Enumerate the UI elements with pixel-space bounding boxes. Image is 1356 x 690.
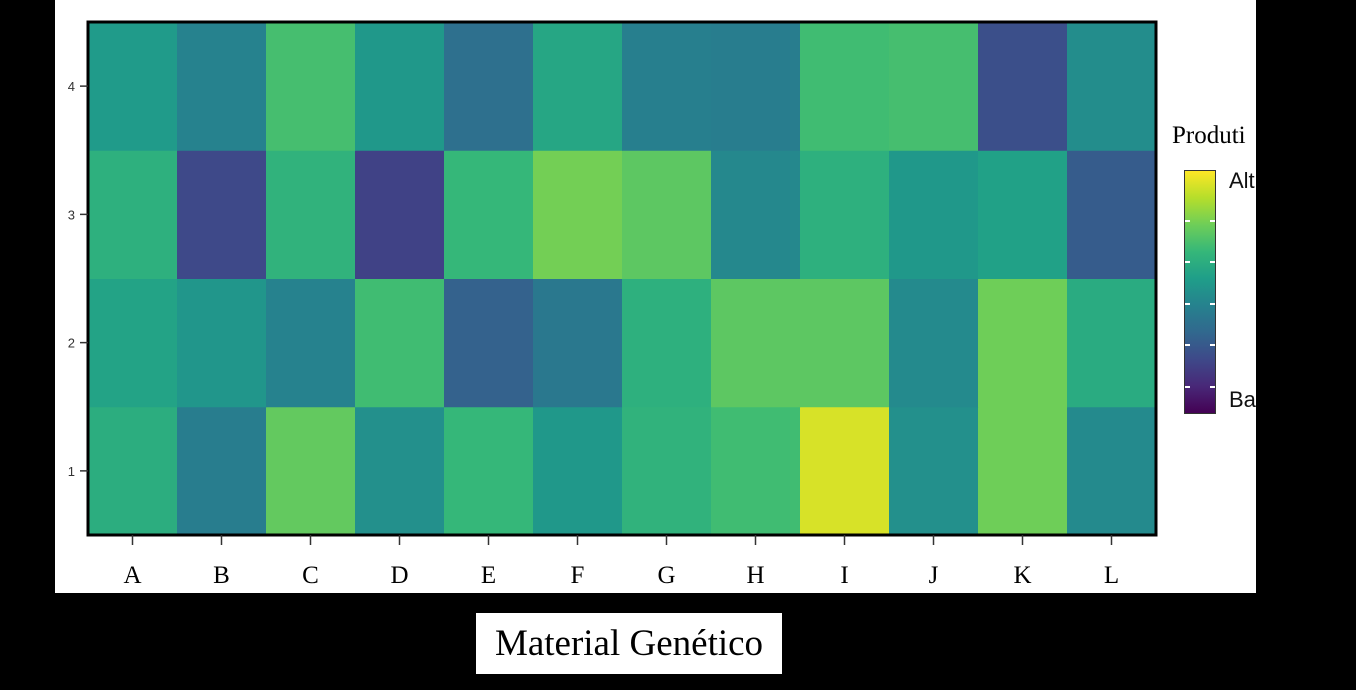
heatmap-cell bbox=[266, 150, 356, 279]
heatmap-cell bbox=[177, 150, 267, 279]
x-tick-label: E bbox=[481, 562, 496, 589]
heatmap-cell bbox=[978, 406, 1068, 536]
heatmap-cell bbox=[978, 278, 1068, 408]
colorbar-tick bbox=[1185, 344, 1190, 347]
x-tick-label: G bbox=[657, 562, 675, 589]
y-tick-label: 2 bbox=[68, 336, 75, 351]
y-tick-label: 1 bbox=[68, 464, 75, 479]
colorbar-tick bbox=[1185, 219, 1190, 222]
heatmap-cell bbox=[889, 150, 979, 279]
x-tick-label: D bbox=[390, 562, 408, 589]
heatmap-cell bbox=[711, 406, 801, 536]
x-tick-label: H bbox=[746, 562, 764, 589]
heatmap-cell bbox=[622, 22, 712, 151]
heatmap-cell bbox=[444, 22, 534, 151]
heatmap-cell bbox=[1067, 278, 1157, 408]
heatmap-cell bbox=[177, 406, 267, 536]
heatmap-cell bbox=[355, 150, 445, 279]
legend-low-label: Ba bbox=[1229, 387, 1256, 412]
heatmap-cell bbox=[88, 278, 178, 408]
colorbar-tick bbox=[1210, 302, 1215, 305]
heatmap-cell bbox=[444, 150, 534, 279]
colorbar-tick bbox=[1210, 344, 1215, 347]
heatmap-cell bbox=[622, 278, 712, 408]
legend-crop-edge bbox=[1256, 100, 1356, 440]
heatmap-cell bbox=[88, 406, 178, 536]
heatmap-cell bbox=[889, 406, 979, 536]
heatmap-cell bbox=[266, 278, 356, 408]
legend-title: Produti bbox=[1172, 122, 1246, 149]
heatmap-cell bbox=[177, 22, 267, 151]
legend-colorbar bbox=[1184, 170, 1216, 414]
heatmap-cell bbox=[533, 150, 623, 279]
heatmap-cell bbox=[622, 150, 712, 279]
heatmap: 1 2 3 4 A B C D E F G H I J K L bbox=[68, 20, 1158, 589]
figure-crop-shadow bbox=[55, 593, 102, 597]
heatmap-cell bbox=[355, 22, 445, 151]
heatmap-cell bbox=[711, 278, 801, 408]
heatmap-cell bbox=[1067, 150, 1157, 279]
heatmap-cell bbox=[1067, 406, 1157, 536]
heatmap-cell bbox=[889, 278, 979, 408]
heatmap-cell bbox=[533, 22, 623, 151]
plot-border bbox=[86, 20, 1158, 537]
colorbar-tick bbox=[1185, 261, 1190, 264]
y-tick-label: 3 bbox=[68, 207, 75, 222]
x-tick-label: J bbox=[929, 562, 939, 589]
heatmap-cell bbox=[622, 406, 712, 536]
heatmap-cell bbox=[800, 406, 890, 536]
heatmap-cell bbox=[88, 150, 178, 279]
heatmap-cell bbox=[978, 22, 1068, 151]
colorbar-tick bbox=[1210, 219, 1215, 222]
x-tick-label: K bbox=[1013, 562, 1031, 589]
heatmap-cell bbox=[177, 278, 267, 408]
heatmap-cell bbox=[711, 150, 801, 279]
heatmap-cell bbox=[355, 406, 445, 536]
heatmap-cell bbox=[88, 22, 178, 151]
x-tick-label: F bbox=[571, 562, 585, 589]
x-tick-label: C bbox=[302, 562, 319, 589]
x-axis-title-box: Material Genético bbox=[476, 613, 782, 674]
heatmap-cell bbox=[800, 22, 890, 151]
x-tick-label: L bbox=[1104, 562, 1119, 589]
heatmap-cell bbox=[1067, 22, 1157, 151]
x-axis-title: Material Genético bbox=[494, 623, 764, 664]
x-tick-label: B bbox=[213, 562, 230, 589]
colorbar-tick bbox=[1210, 385, 1215, 388]
heatmap-cell bbox=[889, 22, 979, 151]
heatmap-cell bbox=[533, 406, 623, 536]
heatmap-cell bbox=[444, 406, 534, 536]
heatmap-cell bbox=[266, 22, 356, 151]
heatmap-cell bbox=[978, 150, 1068, 279]
y-tick-label: 4 bbox=[68, 79, 75, 94]
heatmap-cell bbox=[800, 150, 890, 279]
colorbar-tick bbox=[1185, 385, 1190, 388]
heatmap-cell bbox=[355, 278, 445, 408]
legend-high-label: Alt bbox=[1229, 168, 1255, 193]
heatmap-cell bbox=[444, 278, 534, 408]
heatmap-cell bbox=[711, 22, 801, 151]
colorbar-tick bbox=[1210, 261, 1215, 264]
heatmap-cell bbox=[800, 278, 890, 408]
x-tick-label: I bbox=[840, 562, 848, 589]
heatmap-cell bbox=[266, 406, 356, 536]
heatmap-cell bbox=[533, 278, 623, 408]
chart-figure: 1 2 3 4 A B C D E F G H I J K L bbox=[55, 0, 1256, 593]
colorbar-tick bbox=[1185, 302, 1190, 305]
x-tick-label: A bbox=[123, 562, 141, 589]
